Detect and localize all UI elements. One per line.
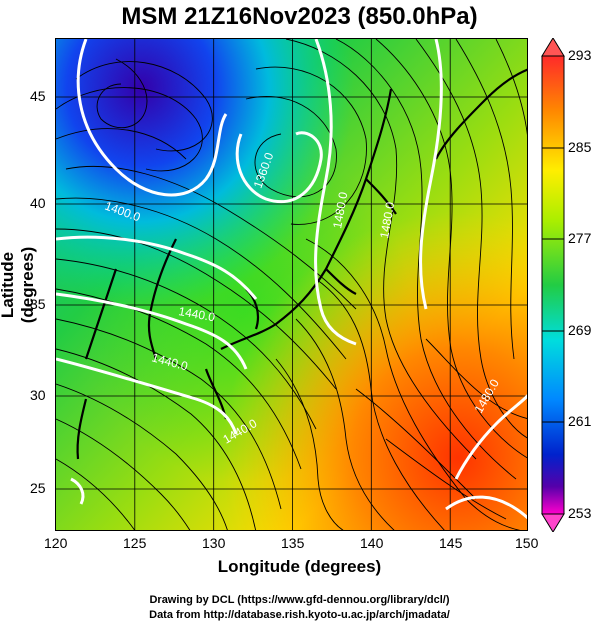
colorbar-label: 269 — [568, 322, 592, 338]
y-tick-label: 35 — [30, 296, 46, 312]
colorbar-label: 261 — [568, 413, 592, 429]
colorbar-label: 285 — [568, 139, 592, 155]
contour-label: 1480.0 — [330, 191, 350, 230]
y-axis-label: Latitude (degrees) — [0, 246, 37, 324]
colorbar-gradient — [541, 55, 565, 515]
y-tick-label: 40 — [30, 195, 46, 211]
colorbar-label: 253 — [568, 505, 592, 521]
map-title: MSM 21Z16Nov2023 (850.0hPa) — [121, 3, 478, 30]
credit-line-1: Drawing by DCL (https://www.gfd-dennou.o… — [149, 594, 450, 606]
colorbar-bottom-arrow — [541, 513, 565, 532]
credit-line-2: Data from http://database.rish.kyoto-u.a… — [149, 609, 450, 621]
x-tick-label: 135 — [281, 535, 305, 551]
height-contours — [56, 39, 527, 520]
y-tick-label: 45 — [30, 88, 46, 104]
y-tick-label: 25 — [30, 480, 46, 496]
x-tick-label: 120 — [44, 535, 68, 551]
colorbar — [541, 38, 565, 532]
map-svg: 1400.0 1360.0 1440.0 1480.0 1480.0 1440.… — [56, 39, 527, 530]
colorbar-label: 277 — [568, 230, 592, 246]
colorbar-top-arrow — [541, 38, 565, 57]
lat-lon-grid — [56, 39, 527, 530]
x-tick-label: 150 — [515, 535, 539, 551]
contour-label: 1440.0 — [177, 304, 216, 324]
x-tick-label: 125 — [123, 535, 147, 551]
colorbar-label: 293 — [568, 47, 592, 63]
temperature-wind-map: 1400.0 1360.0 1440.0 1480.0 1480.0 1440.… — [55, 38, 528, 531]
y-tick-label: 30 — [30, 387, 46, 403]
x-tick-label: 145 — [439, 535, 463, 551]
contour-label: 1480.0 — [377, 201, 397, 240]
x-tick-label: 140 — [360, 535, 384, 551]
wind-streamlines — [56, 39, 527, 530]
x-axis-label: Longitude (degrees) — [217, 557, 382, 576]
x-tick-label: 130 — [202, 535, 226, 551]
